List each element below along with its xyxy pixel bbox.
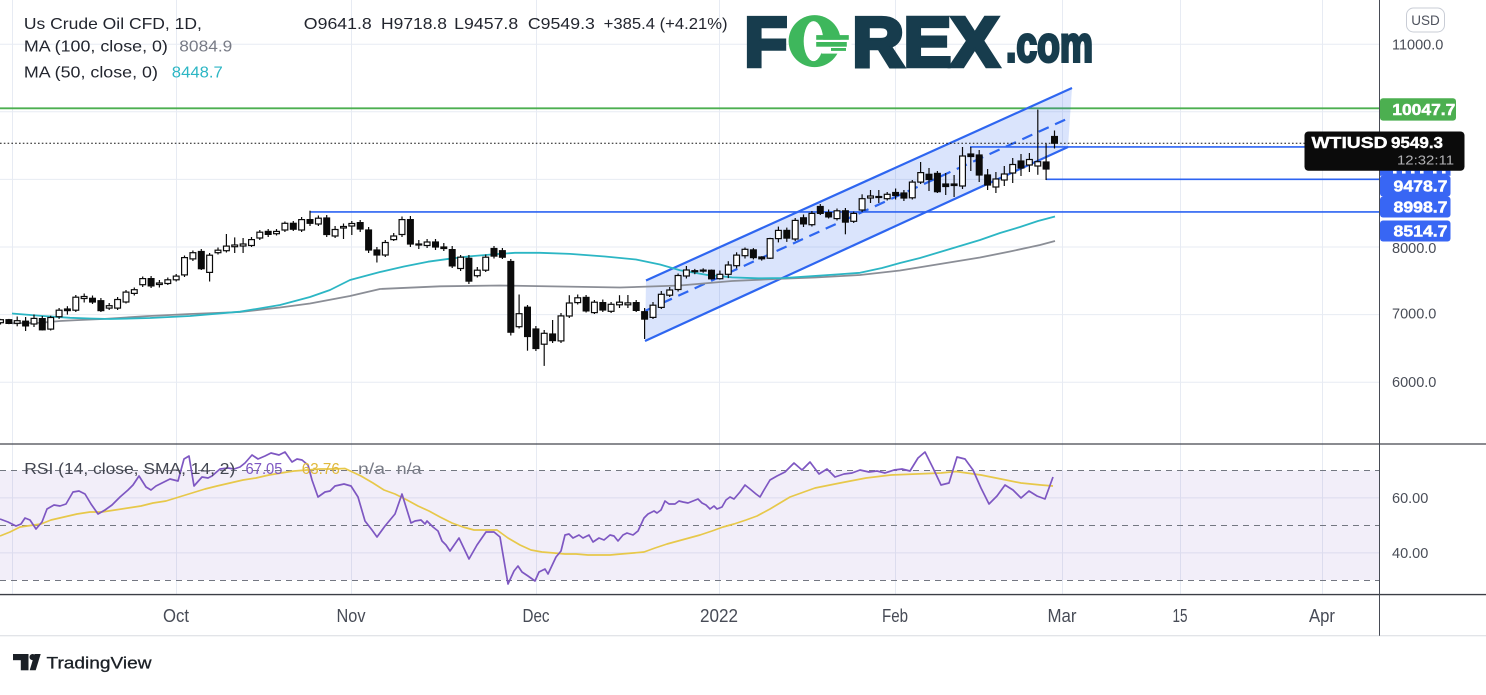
svg-text:n/a: n/a xyxy=(358,461,385,478)
svg-text:Oct: Oct xyxy=(163,606,189,626)
svg-text:C9549.3: C9549.3 xyxy=(528,16,595,33)
svg-text:8514.7: 8514.7 xyxy=(1394,224,1448,241)
svg-text:15: 15 xyxy=(1173,606,1188,626)
svg-text:67.05: 67.05 xyxy=(246,461,283,478)
svg-text:7000.0: 7000.0 xyxy=(1392,307,1436,323)
svg-text:10047.7: 10047.7 xyxy=(1392,102,1455,119)
svg-text:8000.0: 8000.0 xyxy=(1392,241,1436,257)
svg-text:Apr: Apr xyxy=(1309,606,1335,626)
svg-text:40.00: 40.00 xyxy=(1392,546,1428,562)
svg-text:O9641.8: O9641.8 xyxy=(304,16,372,33)
svg-text:+385.4 (+4.21%): +385.4 (+4.21%) xyxy=(604,16,728,33)
svg-text:L9457.8: L9457.8 xyxy=(454,16,518,33)
svg-text:11000.0: 11000.0 xyxy=(1392,37,1443,53)
svg-text:.com: .com xyxy=(1006,17,1093,73)
svg-text:USD: USD xyxy=(1411,13,1440,28)
svg-text:TradingView: TradingView xyxy=(47,654,153,673)
svg-text:REX: REX xyxy=(853,3,999,81)
svg-text:n/a: n/a xyxy=(397,461,422,478)
svg-text:8998.7: 8998.7 xyxy=(1394,200,1448,217)
svg-text:MA (50, close, 0): MA (50, close, 0) xyxy=(24,65,158,82)
svg-text:63.76: 63.76 xyxy=(302,461,340,478)
svg-text:WTIUSD: WTIUSD xyxy=(1312,135,1388,152)
svg-text:Dec: Dec xyxy=(523,606,550,626)
svg-text:8448.7: 8448.7 xyxy=(172,65,223,82)
svg-text:MA (100, close, 0): MA (100, close, 0) xyxy=(24,39,168,56)
svg-text:Feb: Feb xyxy=(882,606,908,626)
svg-text:Mar: Mar xyxy=(1048,606,1077,626)
svg-text:6000.0: 6000.0 xyxy=(1392,375,1436,391)
svg-text:RSI (14, close, SMA, 14, 2): RSI (14, close, SMA, 14, 2) xyxy=(24,461,235,478)
svg-text:H9718.8: H9718.8 xyxy=(381,16,447,33)
svg-text:60.00: 60.00 xyxy=(1392,491,1428,507)
svg-text:2022: 2022 xyxy=(700,606,738,626)
svg-text:12:32:11: 12:32:11 xyxy=(1397,153,1454,168)
svg-text:Nov: Nov xyxy=(337,606,366,626)
svg-text:F: F xyxy=(745,3,788,81)
svg-text:9549.3: 9549.3 xyxy=(1391,135,1443,152)
svg-text:8084.9: 8084.9 xyxy=(179,39,232,56)
svg-text:Us Crude Oil CFD, 1D,: Us Crude Oil CFD, 1D, xyxy=(24,16,202,33)
svg-text:9478.7: 9478.7 xyxy=(1394,179,1448,196)
